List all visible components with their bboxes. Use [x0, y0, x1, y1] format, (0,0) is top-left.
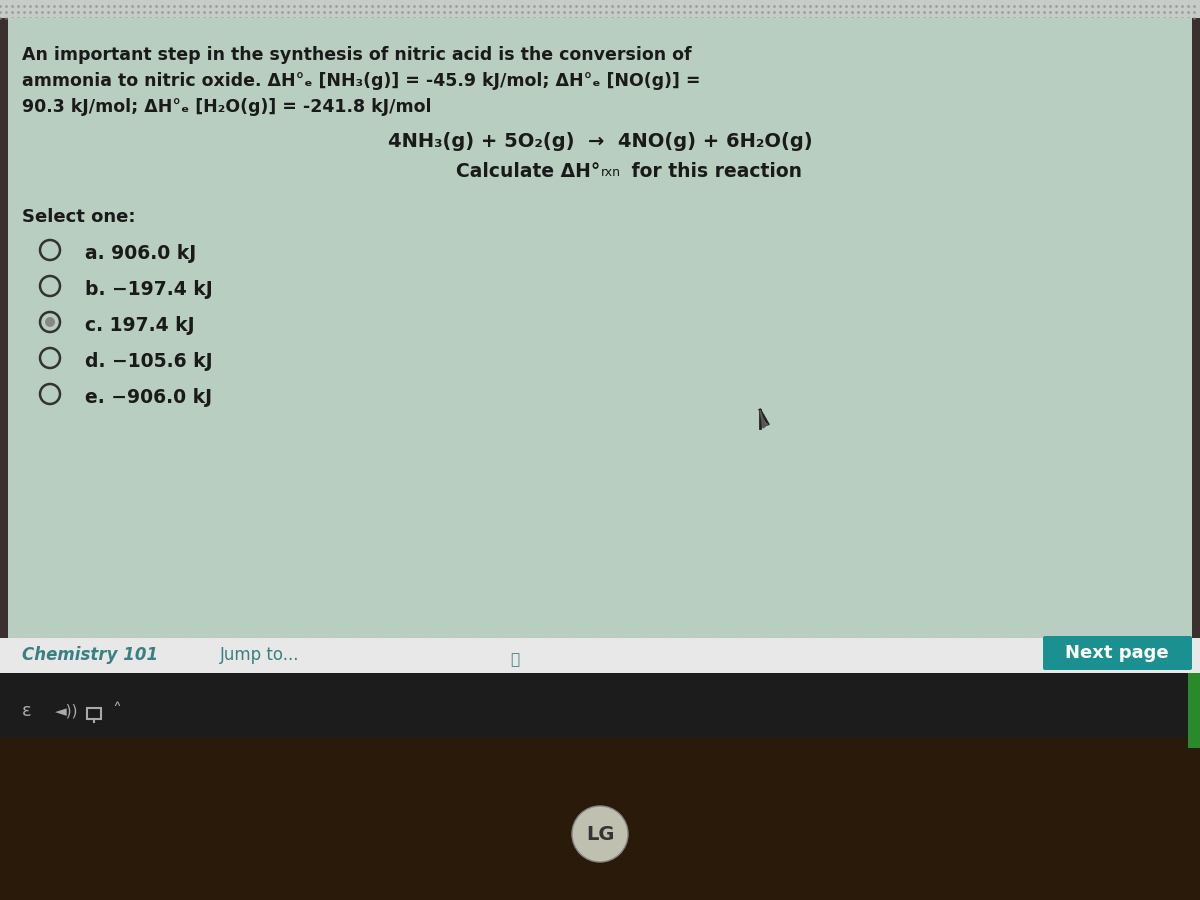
Text: d. −105.6 kJ: d. −105.6 kJ — [85, 352, 212, 371]
Bar — [0, 0, 1200, 18]
FancyBboxPatch shape — [1043, 636, 1192, 670]
Bar — [1188, 673, 1200, 748]
Text: 4NH₃(g) + 5O₂(g)  →  4NO(g) + 6H₂O(g): 4NH₃(g) + 5O₂(g) → 4NO(g) + 6H₂O(g) — [388, 132, 812, 151]
Bar — [88, 707, 101, 718]
Text: An important step in the synthesis of nitric acid is the conversion of: An important step in the synthesis of ni… — [22, 46, 691, 64]
Text: a. 906.0 kJ: a. 906.0 kJ — [85, 244, 197, 263]
Polygon shape — [760, 410, 768, 428]
Text: Next page: Next page — [1066, 644, 1169, 662]
Text: ammonia to nitric oxide. ΔH°ₑ [NH₃(g)] = -45.9 kJ/mol; ΔH°ₑ [NO(g)] =: ammonia to nitric oxide. ΔH°ₑ [NH₃(g)] =… — [22, 72, 701, 90]
Bar — [0, 738, 1200, 900]
Circle shape — [46, 317, 55, 327]
Circle shape — [40, 312, 60, 332]
Circle shape — [572, 806, 628, 862]
Text: rxn: rxn — [601, 166, 622, 179]
Text: ε: ε — [22, 701, 31, 719]
Text: Select one:: Select one: — [22, 208, 136, 226]
Text: Chemistry 101: Chemistry 101 — [22, 646, 158, 664]
Text: Calculate ΔH°: Calculate ΔH° — [456, 162, 600, 181]
Bar — [0, 673, 1200, 748]
Text: LG: LG — [586, 824, 614, 843]
Circle shape — [40, 348, 60, 368]
Text: ◄)): ◄)) — [55, 703, 78, 718]
Circle shape — [40, 384, 60, 404]
Text: for this reaction: for this reaction — [625, 162, 802, 181]
Circle shape — [40, 240, 60, 260]
Text: Jump to...: Jump to... — [220, 646, 300, 664]
Bar — [8, 18, 1192, 638]
Text: e. −906.0 kJ: e. −906.0 kJ — [85, 388, 212, 407]
Text: ˄: ˄ — [112, 701, 121, 719]
Circle shape — [40, 276, 60, 296]
Text: ⤵: ⤵ — [510, 652, 520, 667]
Bar — [0, 638, 1200, 673]
Text: c. 197.4 kJ: c. 197.4 kJ — [85, 316, 194, 335]
Text: 90.3 kJ/mol; ΔH°ₑ [H₂O(g)] = -241.8 kJ/mol: 90.3 kJ/mol; ΔH°ₑ [H₂O(g)] = -241.8 kJ/m… — [22, 98, 432, 116]
Text: b. −197.4 kJ: b. −197.4 kJ — [85, 280, 212, 299]
